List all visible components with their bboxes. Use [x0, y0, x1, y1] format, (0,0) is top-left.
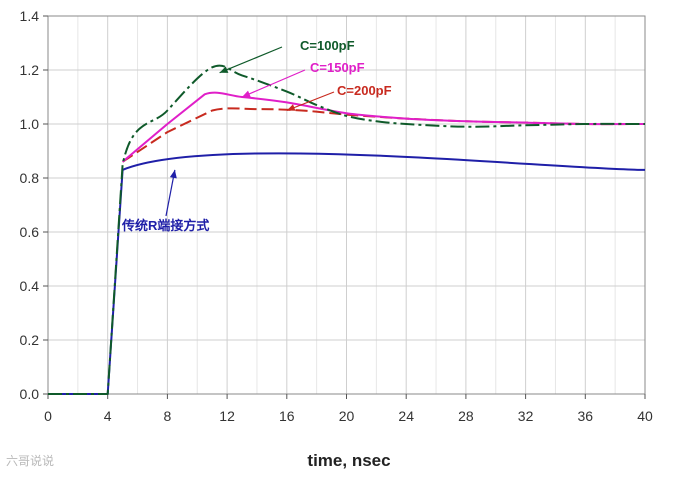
annotation-label: C=200pF — [337, 83, 392, 98]
y-tick-label: 0.4 — [20, 278, 40, 294]
annotation-label: C=150pF — [310, 60, 365, 75]
x-tick-label: 0 — [44, 408, 52, 424]
y-tick-label: 1.2 — [20, 62, 40, 78]
annotation-label: C=100pF — [300, 38, 355, 53]
x-tick-label: 16 — [279, 408, 295, 424]
x-tick-label: 40 — [637, 408, 653, 424]
annotation-arrow-head — [242, 90, 251, 98]
watermark-text: 六哥说说 — [6, 454, 55, 468]
series-line-1 — [48, 64, 646, 395]
x-tick-label: 20 — [339, 408, 355, 424]
y-tick-label: 1.0 — [20, 116, 40, 132]
x-tick-label: 24 — [398, 408, 414, 424]
y-tick-label: 0.6 — [20, 224, 40, 240]
annotation-arrow-line — [219, 46, 283, 74]
x-tick-label: 36 — [578, 408, 594, 424]
x-tick-label: 8 — [164, 408, 172, 424]
annotation-arrow-head — [169, 169, 177, 179]
annotation-arrow-line — [241, 69, 306, 98]
series-line-0 — [48, 152, 646, 395]
axis-ticks: 0 4 8 12 16 20 24 28 32 36 40 0.0 0.2 0.4 0.6 0.8 1.0 1.2… — [20, 8, 653, 424]
annotation-arrow-line — [286, 91, 335, 112]
y-tick-label: 0.8 — [20, 170, 40, 186]
x-tick-label: 32 — [518, 408, 534, 424]
x-tick-label: 4 — [104, 408, 112, 424]
annotation-arrow-head — [286, 104, 296, 111]
y-tick-label: 1.4 — [20, 8, 40, 24]
annotations: C=100pF C=150pF C=200pF 传统R端接方式 — [121, 38, 392, 233]
y-tick-label: 0.2 — [20, 332, 40, 348]
annotation-label: 传统R端接方式 — [121, 218, 209, 233]
annotation-arrow-head — [219, 66, 229, 73]
series-line-2 — [121, 91, 646, 163]
series-lines — [48, 64, 646, 395]
y-tick-label: 0.0 — [20, 386, 40, 402]
x-tick-label: 28 — [458, 408, 474, 424]
x-tick-label: 12 — [219, 408, 235, 424]
x-axis-label: time, nsec — [307, 451, 390, 470]
